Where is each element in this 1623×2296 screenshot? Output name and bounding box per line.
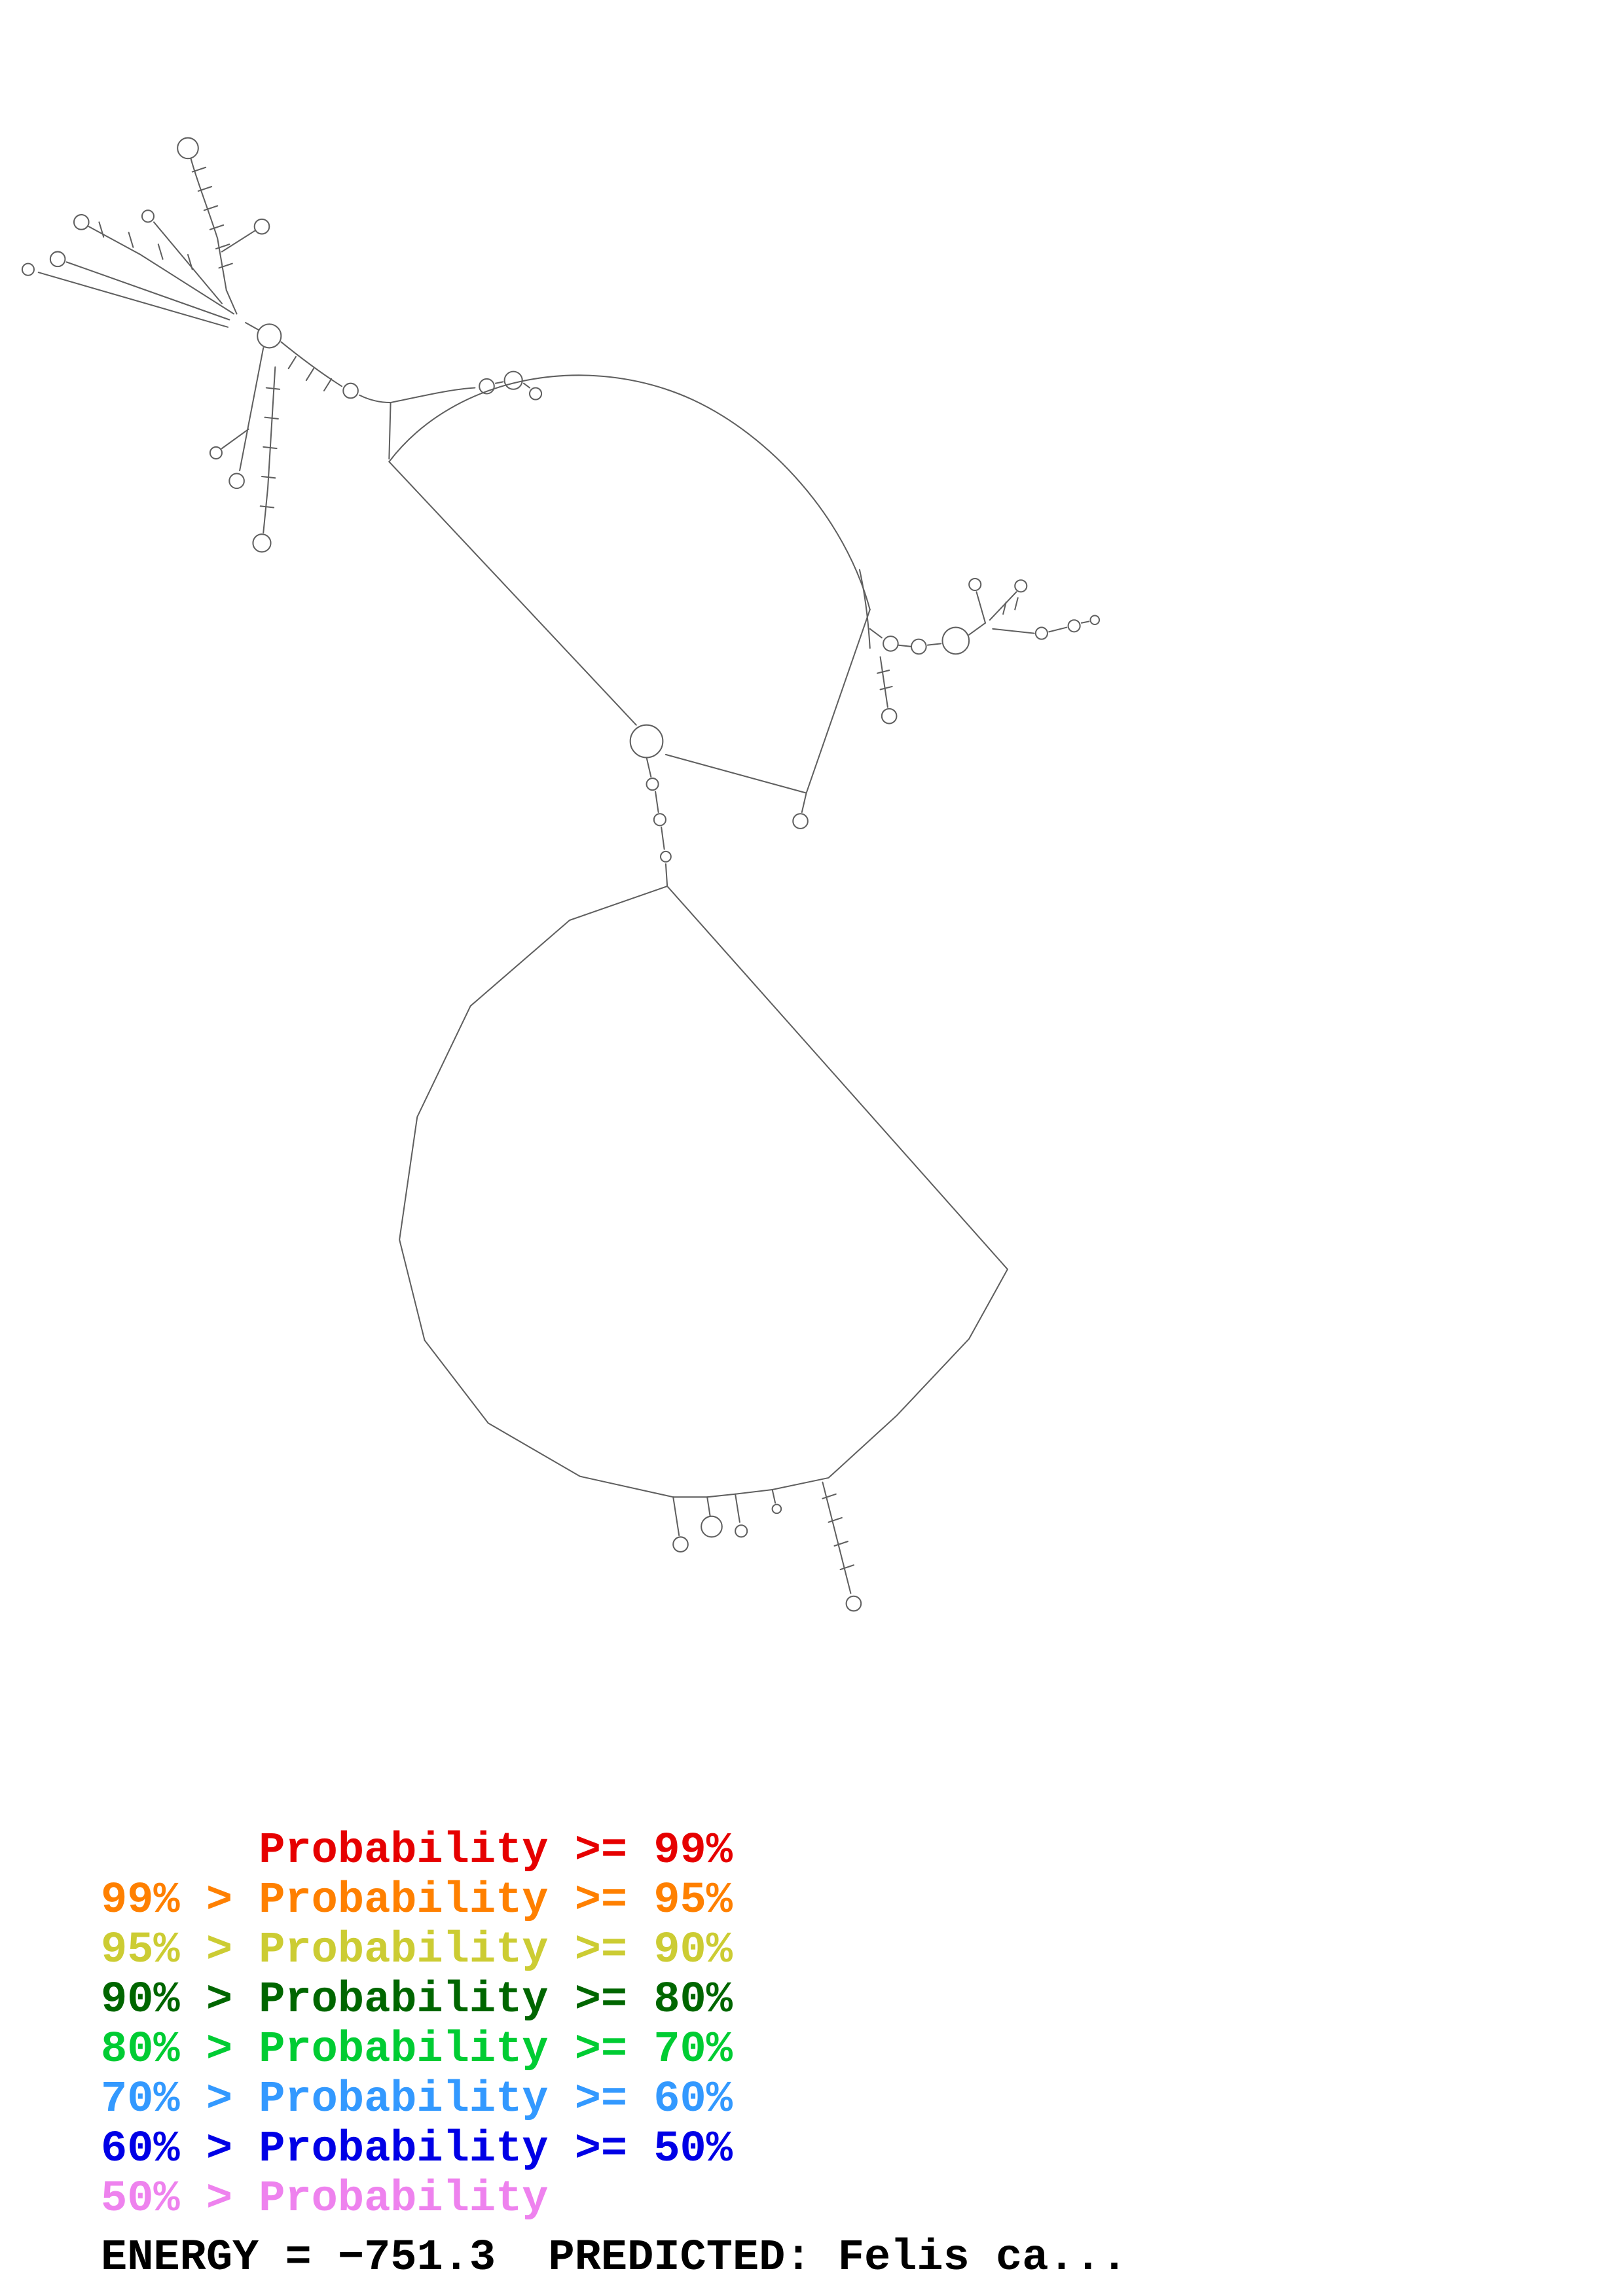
- legend-item-60: 70% > Probability >= 60%: [101, 2075, 733, 2125]
- legend-item-99: Probability >= 99%: [101, 1826, 733, 1876]
- probability-legend: Probability >= 99% 99% > Probability >= …: [101, 1826, 733, 2224]
- legend-item-below-50: 50% > Probability: [101, 2174, 549, 2224]
- five-prime-arm: [21, 137, 543, 553]
- legend-item-90: 95% > Probability >= 90%: [101, 1926, 733, 1975]
- legend-item-95: 99% > Probability >= 95%: [101, 1876, 733, 1926]
- three-prime-arm: [869, 577, 1101, 725]
- bottom-hairpins: [672, 1481, 862, 1612]
- fan-loop: [388, 374, 871, 829]
- large-loop: [399, 885, 1008, 1498]
- legend-item-80: 90% > Probability >= 80%: [101, 1975, 733, 2025]
- legend-item-70: 80% > Probability >= 70%: [101, 2025, 733, 2075]
- energy-status-line: ENERGY = −751.3 PREDICTED: Felis ca...: [101, 2233, 1128, 2283]
- legend-item-50: 60% > Probability >= 50%: [101, 2125, 733, 2174]
- central-stem: [646, 757, 672, 888]
